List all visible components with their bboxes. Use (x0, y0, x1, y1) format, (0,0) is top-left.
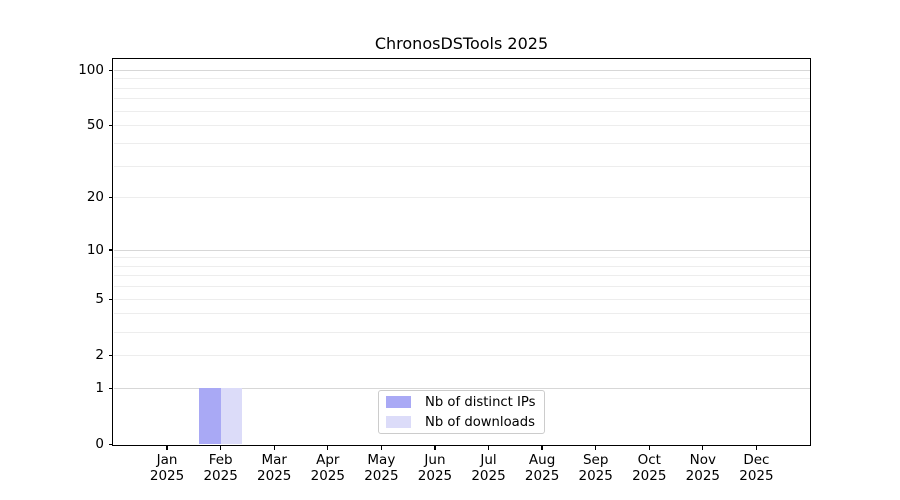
y-tick (108, 387, 114, 389)
y-tick-label: 10 (86, 241, 104, 258)
x-tick (434, 445, 436, 450)
x-tick-label: Apr 2025 (286, 452, 370, 484)
x-tick (541, 445, 543, 450)
x-tick-label: Mar 2025 (232, 452, 316, 484)
x-tick-label: Aug 2025 (500, 452, 584, 484)
x-tick-label: Dec 2025 (714, 452, 798, 484)
x-tick (595, 445, 597, 450)
minor-gridline (113, 98, 810, 100)
x-tick (648, 445, 650, 450)
x-tick (380, 445, 383, 450)
x-tick (327, 445, 329, 450)
y-tick (108, 354, 114, 357)
legend-swatch-downloads (386, 416, 411, 428)
y-tick-label: 20 (86, 189, 104, 206)
minor-gridline (113, 78, 810, 80)
chart-title: ChronosDSTools 2025 (374, 34, 549, 53)
x-tick-year: 2025 (364, 468, 399, 484)
x-tick-month: Jul (480, 452, 497, 468)
x-tick-month: Oct (637, 452, 661, 468)
legend: Nb of distinct IPs Nb of downloads (378, 390, 545, 434)
x-tick-year: 2025 (471, 468, 506, 484)
major-gridline (113, 354, 810, 356)
minor-gridline (113, 87, 810, 89)
major-gridline (113, 69, 810, 71)
x-tick-year: 2025 (149, 468, 185, 484)
x-tick-year: 2025 (417, 468, 453, 484)
x-tick (166, 445, 168, 450)
x-tick-year: 2025 (685, 468, 721, 484)
minor-gridline (113, 165, 810, 167)
y-tick (108, 443, 114, 446)
major-gridline (113, 387, 810, 389)
y-tick (108, 124, 114, 127)
x-tick-label: May 2025 (339, 452, 423, 484)
major-gridline (113, 197, 810, 199)
major-gridline (113, 125, 810, 127)
legend-swatch-distinct-ips (386, 396, 411, 408)
x-tick-label: Jan 2025 (125, 452, 209, 484)
x-tick-month: Feb (208, 452, 233, 468)
x-tick-month: Dec (743, 452, 770, 468)
y-tick (108, 249, 114, 251)
y-tick-label: 100 (78, 61, 104, 78)
x-tick-label: Feb 2025 (179, 452, 263, 484)
x-tick-year: 2025 (203, 468, 238, 484)
plot-area (113, 59, 810, 445)
x-tick (220, 445, 222, 450)
legend-item-distinct-ips: Nb of distinct IPs (386, 394, 544, 411)
x-tick-year: 2025 (310, 468, 345, 484)
x-tick (273, 445, 275, 450)
legend-item-downloads: Nb of downloads (386, 414, 544, 431)
minor-gridline (113, 110, 810, 112)
bar-downloads-feb (220, 388, 243, 445)
bar-distinct-ips-feb (199, 388, 221, 445)
minor-gridline (113, 313, 810, 315)
x-tick-year: 2025 (257, 468, 292, 484)
minor-gridline (113, 257, 810, 259)
x-tick-month: Jun (424, 452, 446, 468)
minor-gridline (113, 331, 810, 333)
minor-gridline (113, 142, 810, 144)
y-tick-label: 50 (86, 117, 104, 134)
x-tick-month: Apr (316, 452, 340, 468)
minor-gridline (113, 286, 810, 288)
y-tick-label: 5 (95, 290, 104, 307)
x-tick (487, 445, 490, 450)
minor-gridline (113, 265, 810, 267)
x-tick-month: May (367, 452, 396, 468)
legend-label-distinct-ips: Nb of distinct IPs (425, 394, 536, 410)
x-tick-label: Jun 2025 (393, 452, 477, 484)
x-tick-month: Sep (582, 452, 609, 468)
x-tick-month: Jan (156, 452, 178, 468)
x-tick-label: Oct 2025 (607, 452, 691, 484)
x-tick-label: Jul 2025 (447, 452, 531, 484)
x-tick-month: Nov (689, 452, 717, 468)
minor-gridline (113, 275, 810, 277)
y-tick (108, 69, 114, 71)
y-tick (108, 298, 114, 300)
x-tick-label: Nov 2025 (661, 452, 745, 484)
x-tick (702, 445, 704, 450)
x-tick-year: 2025 (632, 468, 667, 484)
y-tick (108, 196, 114, 199)
x-tick-year: 2025 (739, 468, 774, 484)
x-tick-month: Mar (261, 452, 287, 468)
x-tick-label: Sep 2025 (554, 452, 638, 484)
y-tick-label: 0 (95, 436, 104, 452)
legend-label-downloads: Nb of downloads (425, 414, 535, 430)
x-tick-month: Aug (528, 452, 556, 468)
y-tick-label: 1 (95, 379, 104, 396)
x-tick (755, 445, 758, 450)
major-gridline (113, 298, 810, 300)
x-tick-year: 2025 (578, 468, 613, 484)
x-tick-year: 2025 (524, 468, 560, 484)
y-tick-label: 2 (95, 346, 104, 363)
major-gridline (113, 249, 810, 251)
